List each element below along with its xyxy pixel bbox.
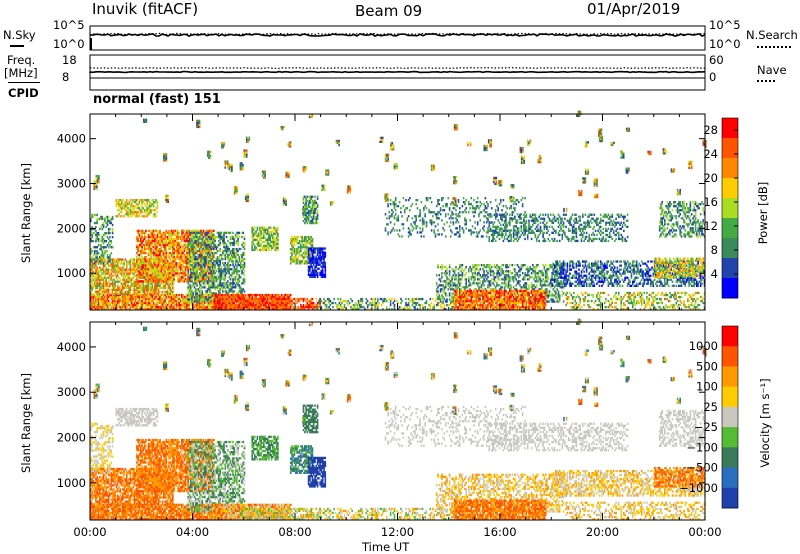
power-colorbar-tick-label: 8 — [711, 243, 718, 257]
velocity-colorbar-tick-label: 25 — [703, 400, 718, 414]
velocity-ytick-label: 1000 — [57, 476, 86, 490]
velocity-colorbar-tick-label: −100 — [686, 440, 718, 454]
power-data — [90, 111, 707, 311]
velocity-colorbar-tick-label: 1000 — [689, 339, 718, 353]
power-colorbar-tick-label: 4 — [711, 267, 718, 281]
power-colorbar-seg — [722, 178, 738, 199]
x-tick-label: 08:00 — [278, 525, 311, 539]
velocity-colorbar-tick-label: −25 — [694, 420, 718, 434]
power-colorbar-seg — [722, 278, 738, 299]
velocity-colorbar-seg — [722, 468, 738, 489]
x-tick-label: 00:00 — [688, 525, 721, 539]
velocity-ytick-label: 3000 — [57, 385, 86, 399]
velocity-colorbar-seg — [722, 346, 738, 367]
velocity-ytick-label: 4000 — [57, 340, 86, 354]
velocity-colorbar-seg — [722, 488, 738, 509]
nave-line — [90, 68, 705, 69]
power-colorbar-tick-label: 20 — [703, 171, 718, 185]
velocity-colorbar-tick-label: 500 — [696, 359, 718, 373]
power-colorbar-tick-label: 12 — [703, 219, 718, 233]
velocity-colorbar-seg — [722, 326, 738, 347]
velocity-ytick-label: 2000 — [57, 431, 86, 445]
power-colorbar-seg — [722, 198, 738, 219]
power-ytick-label: 2000 — [57, 221, 86, 235]
x-tick-label: 00:00 — [73, 525, 106, 539]
velocity-colorbar-seg — [722, 407, 738, 428]
x-tick-label: 04:00 — [176, 525, 209, 539]
power-colorbar-tick-label: 16 — [703, 195, 718, 209]
velocity-colorbar-seg — [722, 387, 738, 408]
velocity-colorbar-tick-label: −500 — [686, 461, 718, 475]
power-colorbar-seg — [722, 258, 738, 279]
power-colorbar-tick-label: 24 — [703, 147, 718, 161]
power-colorbar-seg — [722, 118, 738, 139]
power-colorbar-seg — [722, 238, 738, 259]
power-ytick-label: 4000 — [57, 132, 86, 146]
velocity-colorbar-seg — [722, 447, 738, 468]
power-colorbar-tick-label: 28 — [703, 123, 718, 137]
velocity-colorbar-seg — [722, 427, 738, 448]
velocity-colorbar-seg — [722, 366, 738, 387]
x-tick-label: 12:00 — [381, 525, 414, 539]
x-tick-label: 20:00 — [586, 525, 619, 539]
freq-line — [90, 72, 705, 73]
power-colorbar-seg — [722, 138, 738, 159]
velocity-data — [90, 319, 707, 521]
velocity-colorbar-tick-label: 100 — [696, 380, 718, 394]
power-ytick-label: 1000 — [57, 266, 86, 280]
x-tick-label: 16:00 — [483, 525, 516, 539]
freq-strip-frame — [90, 55, 705, 78]
rti-plot: 1000 2000 3000 4000 4 8 12 16 20 24 28 1000 2000 3000… — [0, 0, 800, 554]
cpid-strip-frame — [90, 78, 705, 90]
nsky-strip-frame — [90, 26, 705, 50]
power-colorbar-seg — [722, 218, 738, 239]
power-colorbar-seg — [722, 158, 738, 179]
velocity-colorbar-tick-label: −1000 — [679, 481, 718, 495]
power-ytick-label: 3000 — [57, 177, 86, 191]
